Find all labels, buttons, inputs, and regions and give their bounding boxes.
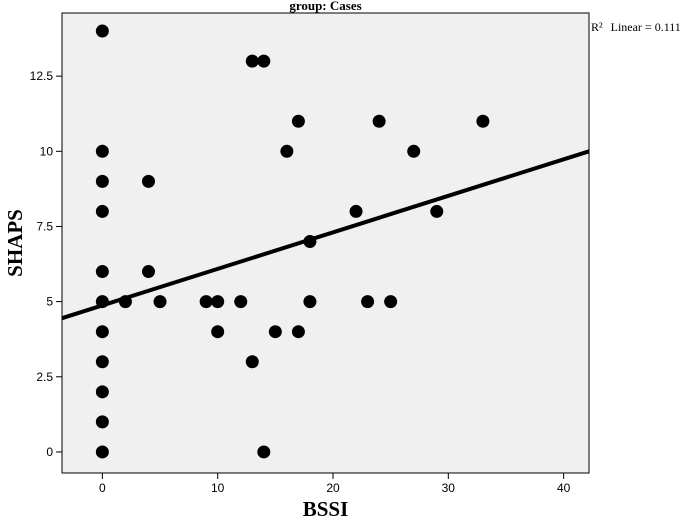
data-point xyxy=(211,325,225,339)
data-point xyxy=(95,385,109,399)
y-axis-title: SHAPS xyxy=(3,209,27,277)
data-point xyxy=(245,54,259,68)
data-point xyxy=(95,355,109,369)
data-point xyxy=(349,204,363,218)
x-axis-title: BSSI xyxy=(303,497,349,521)
r2-symbol: R² xyxy=(591,20,603,34)
plot-area xyxy=(61,12,590,474)
y-axis: 0 2.5 5 7.5 10 12.5 xyxy=(30,69,62,459)
data-point xyxy=(199,295,213,309)
y-tick-label: 10 xyxy=(40,144,54,158)
data-point xyxy=(141,265,155,279)
data-point xyxy=(95,24,109,38)
y-tick-label: 5 xyxy=(46,295,53,309)
data-point xyxy=(95,144,109,158)
data-point xyxy=(430,204,444,218)
data-point xyxy=(280,144,294,158)
data-point xyxy=(372,114,386,128)
data-point xyxy=(268,325,282,339)
x-tick-label: 20 xyxy=(326,481,340,495)
y-tick-label: 0 xyxy=(46,445,53,459)
x-tick-label: 30 xyxy=(442,481,456,495)
data-point xyxy=(257,54,271,68)
data-point xyxy=(303,295,317,309)
data-points xyxy=(95,24,490,459)
data-point xyxy=(291,114,305,128)
data-point xyxy=(141,174,155,188)
x-tick-label: 0 xyxy=(99,481,106,495)
linear-fit-line xyxy=(61,149,590,321)
data-point xyxy=(234,295,248,309)
data-point xyxy=(95,204,109,218)
data-point xyxy=(95,445,109,459)
y-tick-label: 7.5 xyxy=(36,219,53,233)
y-tick-label: 12.5 xyxy=(30,69,54,83)
data-point xyxy=(211,295,225,309)
data-point xyxy=(95,325,109,339)
data-point xyxy=(95,265,109,279)
data-point xyxy=(245,355,259,369)
data-point xyxy=(291,325,305,339)
r2-value: Linear = 0.111 xyxy=(611,20,681,34)
data-point xyxy=(407,144,421,158)
data-point xyxy=(95,174,109,188)
data-point xyxy=(257,445,271,459)
data-point xyxy=(361,295,375,309)
data-point xyxy=(95,415,109,429)
x-axis: 0 10 20 30 40 xyxy=(99,473,571,495)
data-point xyxy=(153,295,167,309)
r2-label: R² Linear = 0.111 xyxy=(591,20,681,34)
data-point xyxy=(476,114,490,128)
data-point xyxy=(384,295,398,309)
y-tick-label: 2.5 xyxy=(36,370,53,384)
chart-title: group: Cases xyxy=(289,0,361,13)
x-tick-label: 10 xyxy=(211,481,225,495)
x-tick-label: 40 xyxy=(557,481,571,495)
